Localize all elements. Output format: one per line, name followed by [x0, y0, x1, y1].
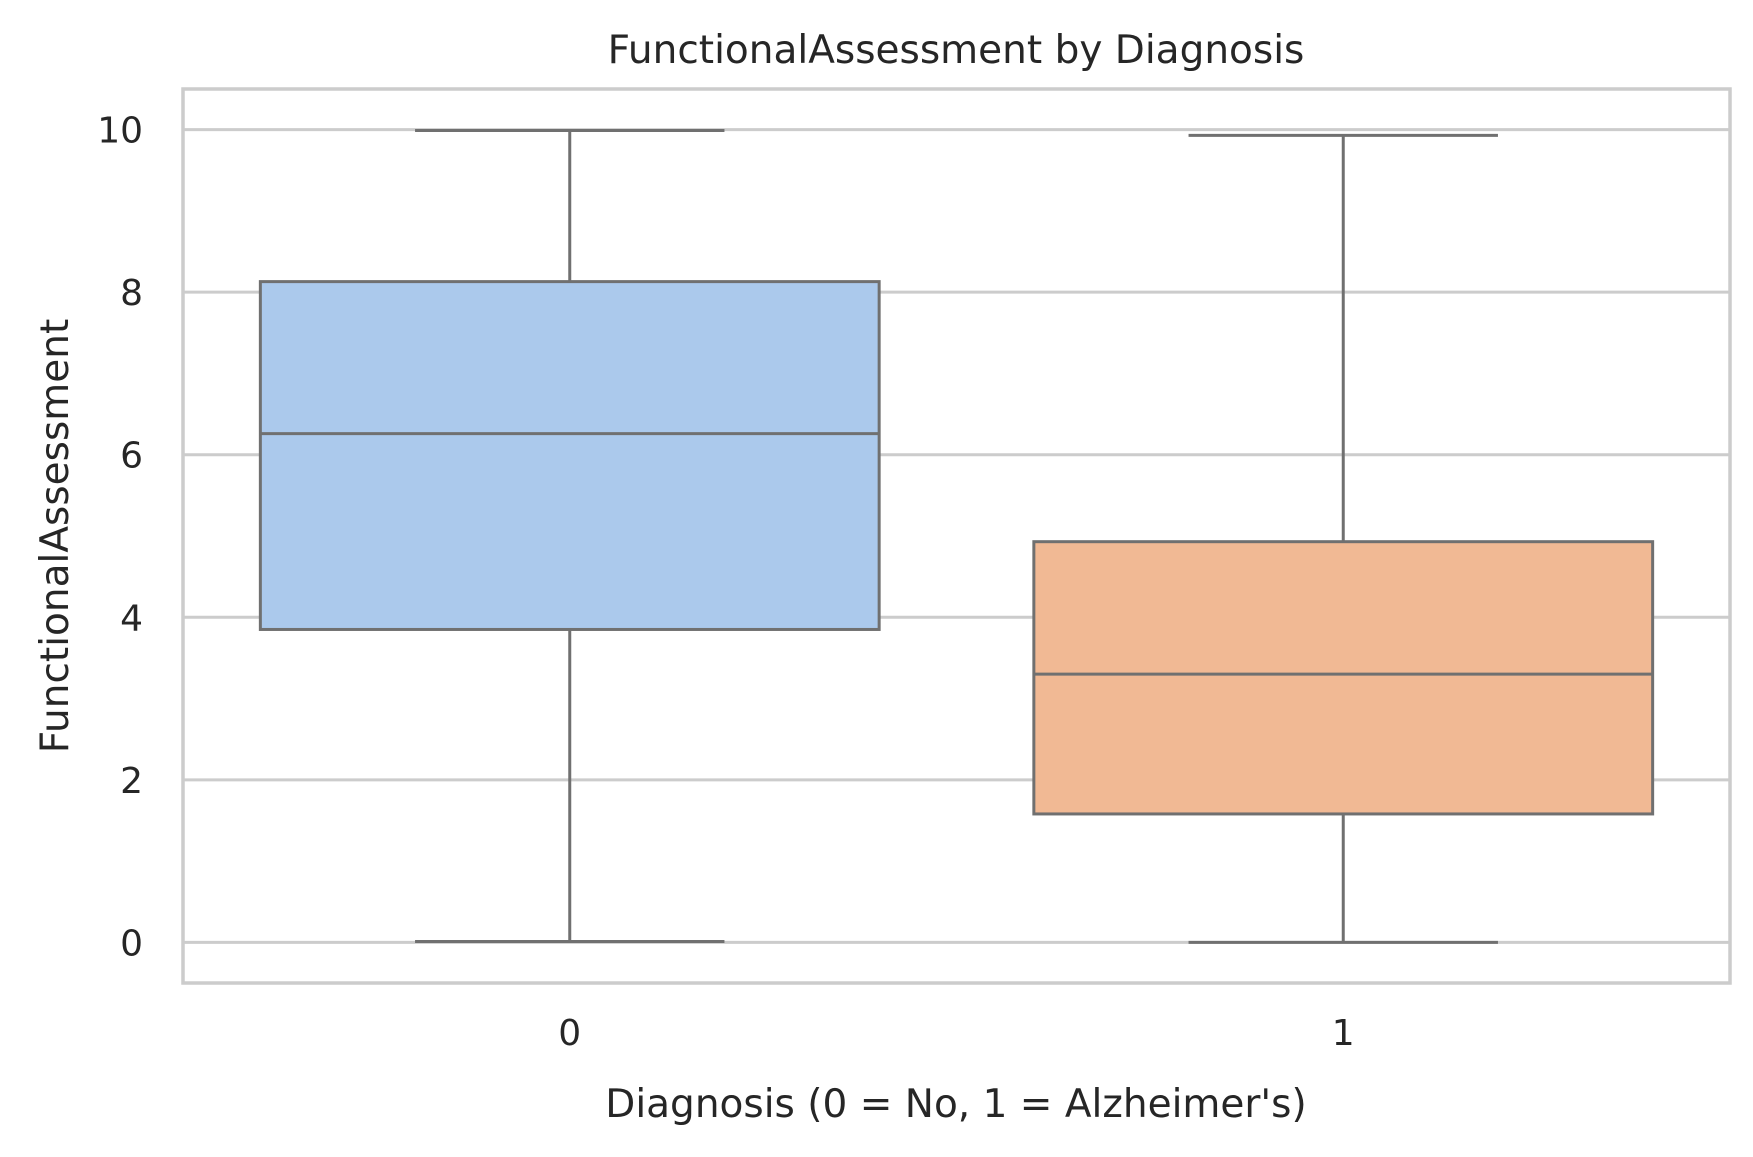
y-tick-label: 10 — [97, 111, 143, 152]
plot-frame — [181, 87, 1732, 985]
x-tick-label: 1 — [1332, 1013, 1355, 1054]
boxes-layer — [258, 128, 1655, 944]
x-tick-label: 0 — [558, 1013, 581, 1054]
y-tick-label: 6 — [120, 436, 143, 477]
y-axis-label: FunctionalAssessment — [33, 319, 78, 754]
x-axis-label: Diagnosis (0 = No, 1 = Alzheimer's) — [605, 1082, 1306, 1127]
box-1 — [1032, 133, 1655, 944]
box-0 — [258, 128, 881, 944]
chart-title: FunctionalAssessment by Diagnosis — [608, 28, 1305, 73]
y-tick-labels: 0 2 4 6 8 10 — [97, 111, 143, 965]
y-tick-label: 2 — [120, 761, 143, 802]
y-tick-label: 0 — [120, 923, 143, 964]
box-body — [258, 280, 881, 631]
y-tick-label: 8 — [120, 273, 143, 314]
box-body — [1032, 540, 1655, 816]
y-tick-label: 4 — [120, 598, 143, 639]
